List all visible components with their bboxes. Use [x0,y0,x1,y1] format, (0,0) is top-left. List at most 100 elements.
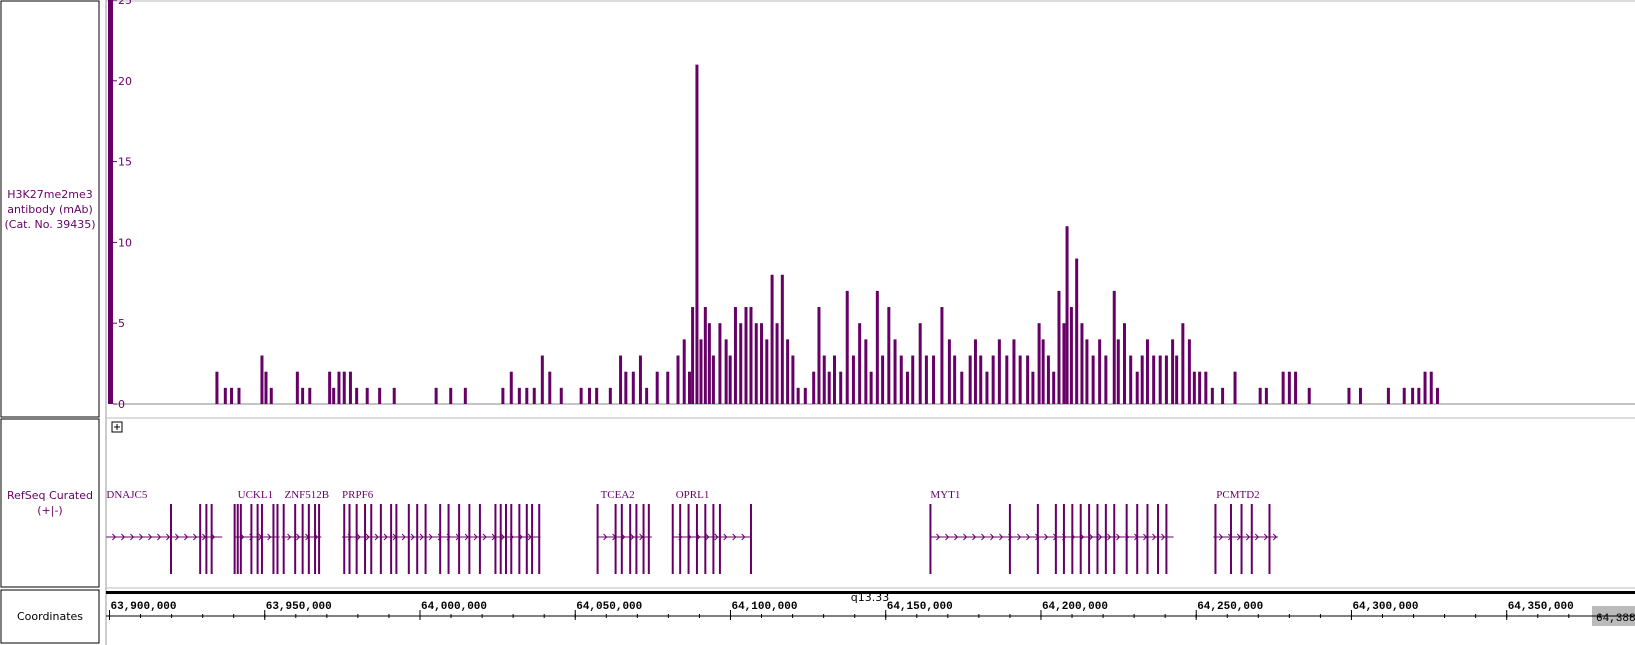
strand-arrow [356,533,361,541]
strand-arrow [603,533,608,541]
gene-exon [343,504,346,574]
gene-exon [250,504,253,574]
signal-bar [501,387,505,404]
signal-bar [845,290,849,404]
signal-bar [655,371,659,404]
strand-arrow [1044,533,1049,541]
gene-label: ZNF512B [285,489,330,501]
strand-arrow [1089,533,1094,541]
strand-arrow [267,533,272,541]
strand-arrow [732,533,737,541]
x-tick-label: 64,350,000 [1508,601,1574,613]
x-tick-label: 64,300,000 [1352,601,1418,613]
signal-bar [887,307,891,404]
strand-arrow [374,533,379,541]
gene-exon [1250,504,1253,574]
ideogram-band [106,591,1635,594]
gene-exon [370,504,373,574]
strand-arrow [1245,533,1250,541]
strand-arrow [527,533,532,541]
strand-arrow [401,533,406,541]
gene-exon [499,504,502,574]
signal-bar [608,387,612,404]
signal-bar [1294,371,1298,404]
gene-exon [233,504,236,574]
strand-arrow [175,533,180,541]
signal-bar [739,323,743,404]
track-label: Coordinates [16,610,84,623]
gene-exon [1125,504,1128,574]
gene-exon [294,504,297,574]
signal-bar [1116,339,1120,404]
label-box [0,0,100,418]
signal-bar [1091,355,1095,404]
strand-arrow [999,533,1004,541]
signal-bar [1069,307,1073,404]
strand-arrow [184,533,189,541]
signal-bar [1402,387,1406,404]
gene-exon [642,504,645,574]
gene-label: MYT1 [930,489,960,501]
signal-bar [588,387,592,404]
strand-arrow [193,533,198,541]
signal-bar [264,371,268,404]
signal-bar [985,371,989,404]
signal-bar [905,371,909,404]
signal-bar [839,371,843,404]
gene-exon [1071,504,1074,574]
signal-bar [230,387,234,404]
signal-bar [1221,387,1225,404]
signal-bar [796,387,800,404]
gene-exon [1157,504,1160,574]
gene-exon [1008,504,1011,574]
signal-bar [223,387,227,404]
signal-bar [780,274,784,404]
signal-bar [1031,371,1035,404]
signal-bar [893,339,897,404]
signal-bar [1204,371,1208,404]
signal-bar [711,355,715,404]
x-tick-label: 63,900,000 [111,601,177,613]
signal-bar [666,371,670,404]
gene-exon [301,504,304,574]
signal-bar [540,355,544,404]
signal-bar [707,323,711,404]
strand-arrow [1254,533,1259,541]
gene-exon [1229,504,1232,574]
signal-bar [1037,323,1041,404]
signal-bar [832,355,836,404]
strand-arrow [1107,533,1112,541]
signal-bar [947,339,951,404]
gene-exon [348,504,351,574]
signal-bar [619,355,623,404]
label-box [0,418,100,588]
gene-exon [1062,504,1065,574]
gene-exon [395,504,398,574]
gene-exon [1165,504,1168,574]
strand-arrow [936,533,941,541]
signal-bar [1065,226,1069,404]
signal-bar [911,355,915,404]
signal-bar [1041,339,1045,404]
gene-exon [671,504,674,574]
signal-bar [791,355,795,404]
signal-bar [1281,371,1285,404]
gene-exon [390,504,393,574]
strand-arrow [705,533,710,541]
signal-bar [851,355,855,404]
strand-arrow [1218,533,1223,541]
signal-bar [1005,355,1009,404]
signal-bar [1386,387,1390,404]
signal-bar [1287,371,1291,404]
gene-exon [210,504,213,574]
gene-exon [494,504,497,574]
strand-arrow [166,533,171,541]
signal-bar [953,355,957,404]
strand-arrow [148,533,153,541]
gene-exon [260,504,263,574]
gene-exon [538,504,541,574]
expand-icon[interactable] [111,421,123,433]
strand-arrow [473,533,478,541]
strand-arrow [383,533,388,541]
gene-exon [256,504,259,574]
